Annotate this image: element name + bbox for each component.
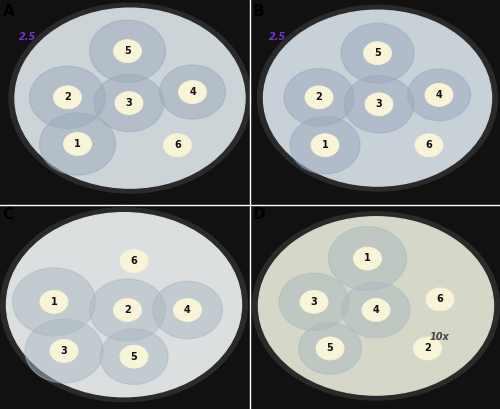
Circle shape (100, 329, 168, 384)
Circle shape (365, 93, 393, 116)
Text: 6: 6 (174, 140, 181, 150)
Circle shape (311, 134, 339, 157)
Text: C: C (2, 207, 14, 222)
Text: 2.5: 2.5 (19, 32, 36, 42)
Circle shape (362, 299, 390, 321)
Circle shape (120, 249, 148, 272)
Text: 5: 5 (130, 352, 138, 362)
Text: 4: 4 (372, 305, 380, 315)
Ellipse shape (264, 10, 492, 186)
Text: B: B (252, 4, 264, 19)
Circle shape (178, 81, 206, 103)
Circle shape (174, 299, 202, 321)
Circle shape (152, 281, 222, 339)
Text: 1: 1 (50, 297, 58, 307)
Circle shape (342, 282, 410, 338)
Text: 6: 6 (130, 256, 138, 266)
Circle shape (120, 345, 148, 368)
Circle shape (114, 299, 141, 321)
Circle shape (94, 74, 164, 132)
Circle shape (54, 86, 82, 109)
Text: 5: 5 (124, 46, 131, 56)
Ellipse shape (6, 213, 242, 397)
Circle shape (328, 227, 406, 290)
Text: 2: 2 (424, 344, 431, 353)
Ellipse shape (0, 208, 248, 402)
Text: 6: 6 (426, 140, 432, 150)
Text: 4: 4 (189, 87, 196, 97)
Text: 2: 2 (64, 92, 71, 102)
Text: 4: 4 (184, 305, 191, 315)
Circle shape (50, 339, 78, 362)
Ellipse shape (258, 5, 498, 191)
Ellipse shape (15, 8, 245, 188)
Circle shape (115, 92, 143, 115)
Text: 2: 2 (316, 92, 322, 102)
Circle shape (90, 20, 166, 82)
Text: 10x: 10x (429, 333, 449, 342)
Text: 3: 3 (60, 346, 68, 356)
Ellipse shape (252, 212, 500, 400)
Text: 3: 3 (376, 99, 382, 109)
Circle shape (279, 273, 349, 330)
Circle shape (25, 319, 103, 383)
Text: 5: 5 (326, 344, 334, 353)
Text: 5: 5 (374, 48, 381, 58)
Circle shape (300, 290, 328, 313)
Text: 3: 3 (126, 98, 132, 108)
Ellipse shape (9, 3, 251, 193)
Text: 2: 2 (124, 305, 131, 315)
Circle shape (341, 23, 414, 83)
Text: 1: 1 (74, 139, 81, 149)
Circle shape (415, 134, 443, 157)
Circle shape (298, 323, 362, 374)
Text: 3: 3 (310, 297, 318, 307)
Text: 1: 1 (322, 140, 328, 150)
Circle shape (426, 288, 454, 311)
Circle shape (30, 66, 106, 128)
Circle shape (114, 40, 141, 63)
Text: 1: 1 (364, 254, 371, 263)
Text: 6: 6 (436, 294, 444, 304)
Circle shape (12, 268, 96, 336)
Circle shape (364, 42, 392, 65)
Ellipse shape (258, 217, 494, 395)
Circle shape (40, 113, 116, 175)
Text: D: D (252, 207, 265, 222)
Text: A: A (2, 4, 14, 19)
Circle shape (40, 290, 68, 313)
Circle shape (425, 83, 453, 106)
Circle shape (305, 86, 333, 109)
Circle shape (290, 117, 360, 174)
Text: 4: 4 (436, 90, 442, 100)
Circle shape (414, 337, 442, 360)
Circle shape (344, 76, 414, 133)
Circle shape (64, 133, 92, 155)
Circle shape (90, 279, 166, 341)
Circle shape (354, 247, 382, 270)
Text: 2.5: 2.5 (269, 32, 286, 42)
Circle shape (160, 65, 226, 119)
Circle shape (316, 337, 344, 360)
Circle shape (408, 69, 470, 121)
Circle shape (284, 69, 354, 126)
Circle shape (164, 134, 192, 157)
